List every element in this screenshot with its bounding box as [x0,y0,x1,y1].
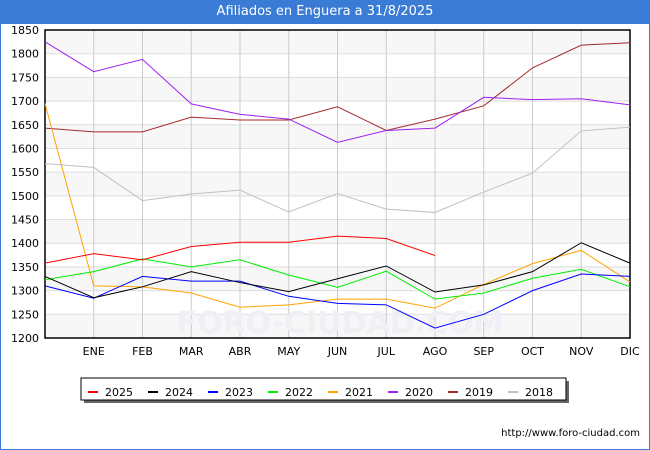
series-line-2022 [44,258,631,300]
legend-label: 2023 [225,386,253,399]
x-tick-label: JUN [327,345,348,358]
x-tick-label: DIC [620,345,640,358]
legend-box [80,377,567,401]
legend-label: 2021 [345,386,373,399]
y-tick-label: 1350 [11,261,39,274]
chart-title: Afiliados en Enguera a 31/8/2025 [0,0,650,24]
legend-label: 2018 [525,386,553,399]
y-tick-label: 1550 [11,166,39,179]
y-tick-label: 1750 [11,71,39,84]
y-tick-label: 1800 [11,48,39,61]
x-tick-label: OCT [521,345,544,358]
x-tick-label: ENE [83,345,105,358]
y-tick-label: 1200 [11,332,39,345]
y-tick-label: 1850 [11,24,39,37]
y-tick-label: 1500 [11,190,39,203]
x-tick-label: AGO [423,345,448,358]
x-tick-label: NOV [569,345,594,358]
x-tick-label: SEP [473,345,494,358]
series-line-2025 [44,235,436,264]
x-tick-label: FEB [132,345,153,358]
y-tick-label: 1650 [11,119,39,132]
y-tick-label: 1450 [11,214,39,227]
x-tick-label: JUL [377,345,396,358]
legend-label: 2025 [105,386,133,399]
legend-label: 2020 [405,386,433,399]
series-line-2023 [44,273,631,329]
legend-label: 2019 [465,386,493,399]
y-tick-label: 1400 [11,237,39,250]
y-tick-label: 1250 [11,308,39,321]
x-tick-label: ABR [229,345,252,358]
source-url[interactable]: http://www.foro-ciudad.com [501,428,640,439]
y-tick-label: 1700 [11,95,39,108]
x-tick-label: MAR [179,345,204,358]
series-line-2019 [44,42,631,133]
y-tick-label: 1300 [11,285,39,298]
y-tick-label: 1600 [11,142,39,155]
series-line-2018 [44,126,631,213]
legend-label: 2022 [285,386,313,399]
x-tick-label: MAY [277,345,300,358]
series-line-2020 [44,41,631,143]
legend-label: 2024 [165,386,193,399]
series-line-2024 [44,242,631,299]
watermark: FORO-CIUDAD.COM [177,306,504,341]
plot-border [44,29,631,339]
